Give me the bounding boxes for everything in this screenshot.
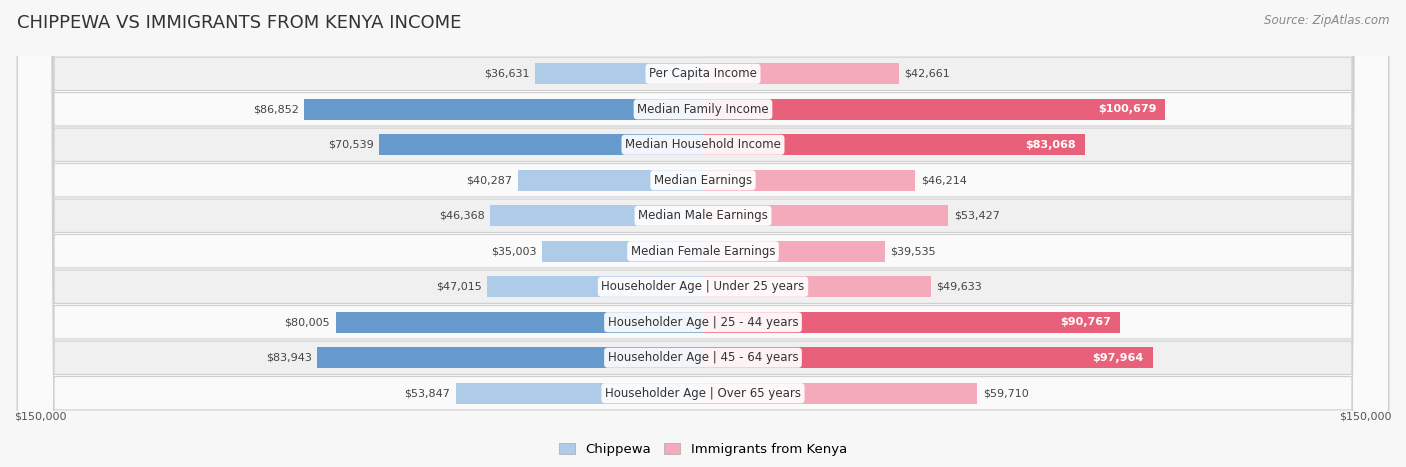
Text: Householder Age | 25 - 44 years: Householder Age | 25 - 44 years: [607, 316, 799, 329]
FancyBboxPatch shape: [534, 63, 703, 85]
FancyBboxPatch shape: [703, 382, 977, 404]
FancyBboxPatch shape: [703, 276, 931, 297]
Text: $83,943: $83,943: [266, 353, 312, 363]
Text: $97,964: $97,964: [1092, 353, 1143, 363]
Text: Median Family Income: Median Family Income: [637, 103, 769, 116]
FancyBboxPatch shape: [17, 0, 1389, 467]
Text: Median Household Income: Median Household Income: [626, 138, 780, 151]
Text: Median Female Earnings: Median Female Earnings: [631, 245, 775, 258]
Text: $49,633: $49,633: [936, 282, 983, 292]
Text: $59,710: $59,710: [983, 388, 1029, 398]
Text: Householder Age | Over 65 years: Householder Age | Over 65 years: [605, 387, 801, 400]
FancyBboxPatch shape: [486, 276, 703, 297]
FancyBboxPatch shape: [517, 170, 703, 191]
Text: $36,631: $36,631: [484, 69, 529, 79]
Text: $90,767: $90,767: [1060, 317, 1111, 327]
Text: CHIPPEWA VS IMMIGRANTS FROM KENYA INCOME: CHIPPEWA VS IMMIGRANTS FROM KENYA INCOME: [17, 14, 461, 32]
FancyBboxPatch shape: [703, 63, 898, 85]
Text: $35,003: $35,003: [491, 246, 537, 256]
Text: $150,000: $150,000: [1340, 412, 1392, 422]
FancyBboxPatch shape: [17, 0, 1389, 467]
Text: Median Earnings: Median Earnings: [654, 174, 752, 187]
Text: $53,427: $53,427: [953, 211, 1000, 221]
FancyBboxPatch shape: [318, 347, 703, 368]
Text: Source: ZipAtlas.com: Source: ZipAtlas.com: [1264, 14, 1389, 27]
FancyBboxPatch shape: [703, 99, 1166, 120]
FancyBboxPatch shape: [703, 134, 1084, 156]
FancyBboxPatch shape: [456, 382, 703, 404]
FancyBboxPatch shape: [17, 0, 1389, 467]
Text: $80,005: $80,005: [284, 317, 330, 327]
Text: $42,661: $42,661: [904, 69, 950, 79]
FancyBboxPatch shape: [17, 0, 1389, 467]
Text: Householder Age | Under 25 years: Householder Age | Under 25 years: [602, 280, 804, 293]
Text: $46,368: $46,368: [439, 211, 485, 221]
FancyBboxPatch shape: [703, 311, 1121, 333]
FancyBboxPatch shape: [703, 205, 949, 226]
FancyBboxPatch shape: [703, 241, 884, 262]
Text: Median Male Earnings: Median Male Earnings: [638, 209, 768, 222]
Text: $47,015: $47,015: [436, 282, 481, 292]
FancyBboxPatch shape: [380, 134, 703, 156]
Legend: Chippewa, Immigrants from Kenya: Chippewa, Immigrants from Kenya: [554, 438, 852, 461]
FancyBboxPatch shape: [703, 347, 1153, 368]
FancyBboxPatch shape: [17, 0, 1389, 467]
Text: $83,068: $83,068: [1025, 140, 1076, 150]
FancyBboxPatch shape: [17, 0, 1389, 467]
FancyBboxPatch shape: [336, 311, 703, 333]
Text: Per Capita Income: Per Capita Income: [650, 67, 756, 80]
Text: $100,679: $100,679: [1098, 104, 1156, 114]
FancyBboxPatch shape: [703, 170, 915, 191]
Text: $40,287: $40,287: [467, 175, 512, 185]
FancyBboxPatch shape: [17, 0, 1389, 467]
Text: $53,847: $53,847: [405, 388, 450, 398]
Text: Householder Age | 45 - 64 years: Householder Age | 45 - 64 years: [607, 351, 799, 364]
FancyBboxPatch shape: [17, 0, 1389, 467]
FancyBboxPatch shape: [304, 99, 703, 120]
Text: $70,539: $70,539: [328, 140, 374, 150]
FancyBboxPatch shape: [491, 205, 703, 226]
FancyBboxPatch shape: [17, 0, 1389, 467]
FancyBboxPatch shape: [543, 241, 703, 262]
Text: $86,852: $86,852: [253, 104, 298, 114]
Text: $150,000: $150,000: [14, 412, 66, 422]
Text: $39,535: $39,535: [890, 246, 936, 256]
FancyBboxPatch shape: [17, 0, 1389, 467]
Text: $46,214: $46,214: [921, 175, 967, 185]
